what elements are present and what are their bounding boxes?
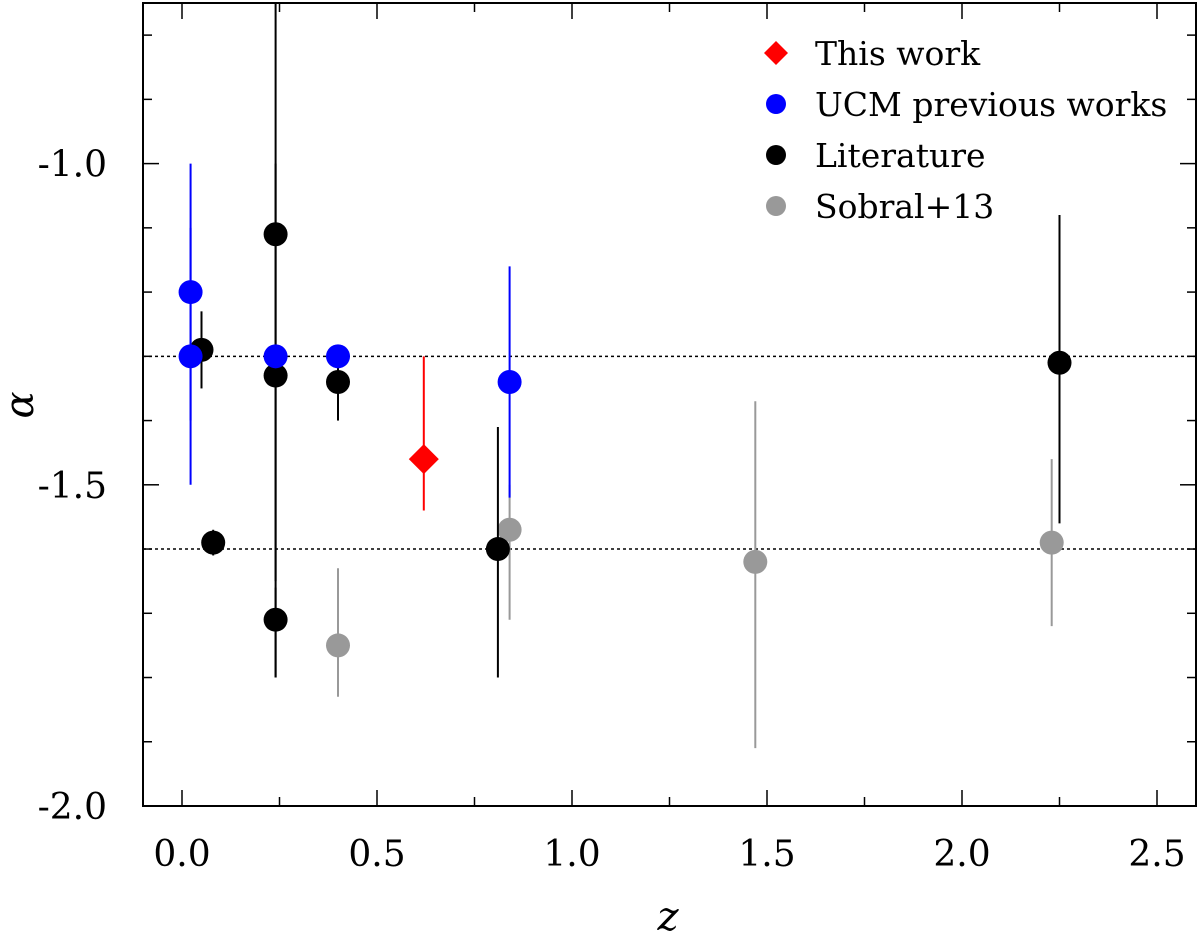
y-tick-label: -2.0: [38, 787, 107, 828]
data-point: [326, 370, 350, 395]
data-point: [497, 370, 522, 395]
x-tick-label: 1.5: [738, 834, 795, 875]
data-point: [743, 549, 768, 574]
x-tick-label: 2.0: [933, 834, 990, 875]
data-point: [326, 633, 350, 658]
data-point: [201, 530, 226, 555]
legend-label: This work: [815, 34, 981, 73]
x-tick-label: 1.0: [543, 834, 600, 875]
legend: This work UCM previous works Literature Sob…: [764, 34, 1167, 226]
y-tick-label: -1.5: [38, 466, 107, 507]
legend-label: UCM previous works: [815, 85, 1167, 124]
data-point: [263, 363, 288, 388]
x-axis-label: z: [656, 894, 679, 935]
data-point-diamond: [408, 444, 439, 475]
plot-frame: [142, 2, 1197, 807]
legend-marker: [764, 41, 788, 65]
data-point: [1039, 530, 1064, 555]
legend-marker: [766, 145, 786, 165]
x-tick-label: 0.0: [153, 834, 210, 875]
legend-marker: [766, 196, 786, 216]
y-tick-label: -1.0: [38, 145, 107, 186]
legend-label: Literature: [815, 136, 986, 175]
data-point: [497, 517, 522, 542]
tick-labels: 0.0 0.5 1.0 1.5 2.0 2.5 -1.0 -1.5 -2.0: [38, 145, 1186, 875]
data-point: [263, 344, 288, 369]
x-tick-label: 0.5: [348, 834, 405, 875]
data-point: [326, 344, 350, 369]
data-point: [178, 344, 203, 369]
data-point: [1047, 350, 1072, 375]
data-layer: [178, 3, 1072, 749]
legend-marker: [766, 94, 786, 114]
legend-label: Sobral+13: [815, 187, 994, 226]
data-point: [263, 607, 288, 632]
y-axis-label: α: [0, 391, 43, 418]
reference-lines: [143, 355, 1196, 550]
data-point: [485, 537, 510, 562]
x-tick-label: 2.5: [1128, 834, 1185, 875]
